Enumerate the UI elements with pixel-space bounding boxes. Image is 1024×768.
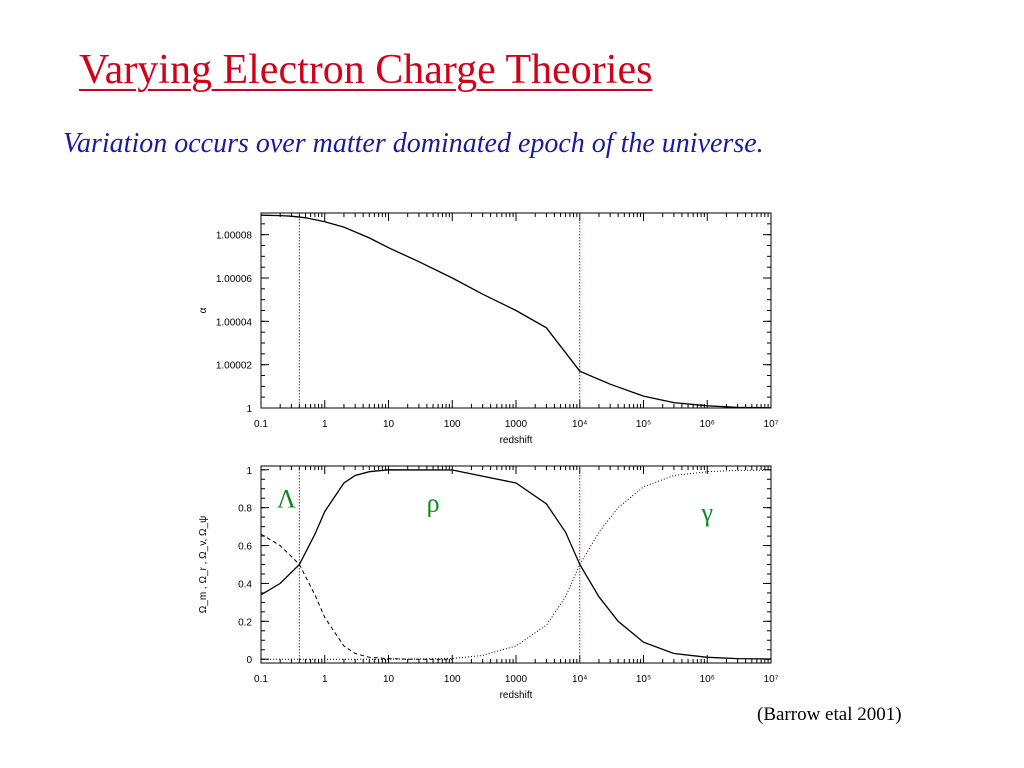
chart1-xtick-label: 100 <box>444 674 461 685</box>
chart1-xtick-label: 10⁷ <box>764 674 779 685</box>
chart1-ytick-label: 0.4 <box>238 579 252 590</box>
chart0-xtick-label: 10⁷ <box>764 419 779 430</box>
chart0-ylabel: α <box>198 307 209 313</box>
chart1-ytick-label: 1 <box>246 466 252 477</box>
chart0-xtick-label: 0.1 <box>254 419 268 430</box>
chart1-xtick-label: 1000 <box>505 674 528 685</box>
chart1-annotation: γ <box>701 498 714 527</box>
chart0-xlabel: redshift <box>500 435 533 446</box>
chart1-xtick-label: 10⁶ <box>700 674 715 685</box>
chart1-series-Λ-line <box>260 533 453 660</box>
chart0-xtick-label: 10⁵ <box>636 419 651 430</box>
citation-text: (Barrow etal 2001) <box>757 704 902 725</box>
slide-title: Varying Electron Charge Theories <box>79 47 653 93</box>
chart1-series-ρ-line <box>260 469 772 660</box>
chart0-ytick-label: 1.00008 <box>216 231 253 242</box>
chart0-ytick-label: 1.00006 <box>216 274 253 285</box>
chart1-xtick-label: 0.1 <box>254 674 268 685</box>
chart0-xtick-label: 10⁴ <box>572 419 587 430</box>
chart0-series-0-line <box>260 214 772 409</box>
chart1-ytick-label: 0.6 <box>238 542 252 553</box>
chart0-xtick-label: 1 <box>322 419 328 430</box>
chart1-ytick-label: 0.8 <box>238 504 252 515</box>
chart1-annotation: Λ <box>277 485 296 514</box>
chart1-ylabel: Ω_m , Ω_r , Ω_v, Ω_ψ <box>198 516 209 613</box>
chart0-xtick-label: 10 <box>383 419 395 430</box>
chart1-series-γ-line <box>261 469 772 660</box>
chart1-xtick-label: 1 <box>322 674 328 685</box>
slide-subtitle: Variation occurs over matter dominated e… <box>63 128 764 159</box>
chart1-annotation: ρ <box>427 488 440 517</box>
chart1-xtick-label: 10⁵ <box>636 674 651 685</box>
chart1-ytick-label: 0 <box>246 655 252 666</box>
chart1-frame <box>260 465 772 664</box>
chart0-xtick-label: 1000 <box>505 419 528 430</box>
chart0-ytick-label: 1.00002 <box>216 361 253 372</box>
chart1-ytick-label: 0.2 <box>238 617 252 628</box>
chart1-xtick-label: 10 <box>383 674 395 685</box>
chart0-xtick-label: 10⁶ <box>700 419 715 430</box>
chart1-xtick-label: 10⁴ <box>572 674 587 685</box>
omega-vs-redshift-chart: 0.1 1 10 100 1000 10⁴ 10⁵ 10⁶ 10⁷ 0 0.2 0.4 0.6 0.8 1 r… <box>198 465 779 701</box>
alpha-vs-redshift-chart: 0.1 1 10 100 1000 10⁴ 10⁵ 10⁶ 10⁷11.000021.00004… <box>198 212 779 446</box>
chart0-ytick-label: 1.00004 <box>216 317 253 328</box>
chart1-xlabel: redshift <box>500 690 533 701</box>
chart0-xtick-label: 100 <box>444 419 461 430</box>
chart0-ytick-label: 1 <box>246 404 252 415</box>
